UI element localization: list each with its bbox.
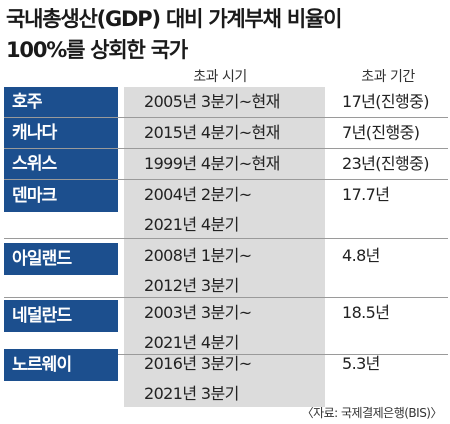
duration-cell: 5.3년 [342, 354, 380, 373]
data-table: 호주 2005년 3분기~현재 17년(진행중) 캐나다 2015년 4분기~현… [4, 87, 448, 407]
period-line: 2005년 3분기~현재 [144, 92, 280, 111]
country-label: 덴마크 [4, 180, 118, 212]
period-line: 2015년 4분기~현재 [144, 123, 280, 142]
period-cell: 1999년 4분기~현재 [124, 149, 325, 179]
period-line: 2021년 4분기 [144, 215, 239, 234]
period-cell: 2008년 1분기~ 2012년 3분기 [124, 241, 325, 301]
country-label: 호주 [4, 87, 118, 117]
period-line: 1999년 4분기~현재 [144, 154, 280, 173]
table-title: 국내총생산(GDP) 대비 가계부채 비율이 100%를 상회한 국가 [6, 4, 446, 66]
table-row: 캐나다 2015년 4분기~현재 7년(진행중) [4, 118, 448, 149]
column-header-duration: 초과 기간 [361, 69, 415, 85]
period-cell: 2004년 2분기~ 2021년 4분기 [124, 180, 325, 240]
period-line: 2004년 2분기~ [144, 185, 252, 204]
period-line: 2016년 3분기~ [144, 354, 252, 373]
title-line-1: 국내총생산(GDP) 대비 가계부채 비율이 [6, 7, 342, 31]
country-label: 노르웨이 [4, 349, 118, 381]
duration-cell: 4.8년 [342, 246, 380, 265]
period-column-band [124, 87, 325, 407]
period-line: 2003년 3분기~ [144, 303, 252, 322]
duration-cell: 23년(진행중) [342, 154, 430, 173]
duration-cell: 18.5년 [342, 303, 390, 322]
table-row: 덴마크 2004년 2분기~ 2021년 4분기 17.7년 [4, 180, 448, 239]
country-label: 캐나다 [4, 118, 118, 148]
column-header-period: 초과 시기 [193, 69, 247, 85]
table-row: 노르웨이 2016년 3분기~ 2021년 3분기 5.3년 [4, 349, 448, 407]
duration-cell: 17.7년 [342, 185, 390, 204]
period-line: 2008년 1분기~ [144, 246, 252, 265]
source-note: 〈자료: 국제결제은행(BIS)〉 [301, 406, 443, 420]
country-label: 스위스 [4, 149, 118, 179]
table-row: 아일랜드 2008년 1분기~ 2012년 3분기 4.8년 [4, 239, 448, 298]
country-label: 아일랜드 [4, 243, 118, 275]
period-line: 2012년 3분기 [144, 276, 239, 295]
period-cell: 2015년 4분기~현재 [124, 118, 325, 148]
duration-cell: 17년(진행중) [342, 92, 430, 111]
table-row: 스위스 1999년 4분기~현재 23년(진행중) [4, 149, 448, 180]
title-line-2: 100%를 상회한 국가 [6, 38, 188, 62]
period-cell: 2016년 3분기~ 2021년 3분기 [124, 349, 325, 409]
table-row: 호주 2005년 3분기~현재 17년(진행중) [4, 87, 448, 118]
country-label: 네덜란드 [4, 300, 118, 332]
period-cell: 2003년 3분기~ 2021년 4분기 [124, 298, 325, 358]
period-line: 2021년 3분기 [144, 384, 239, 403]
duration-cell: 7년(진행중) [342, 123, 420, 142]
period-cell: 2005년 3분기~현재 [124, 87, 325, 117]
table-row: 네덜란드 2003년 3분기~ 2021년 4분기 18.5년 [4, 298, 448, 355]
period-line: 2021년 4분기 [144, 333, 239, 352]
